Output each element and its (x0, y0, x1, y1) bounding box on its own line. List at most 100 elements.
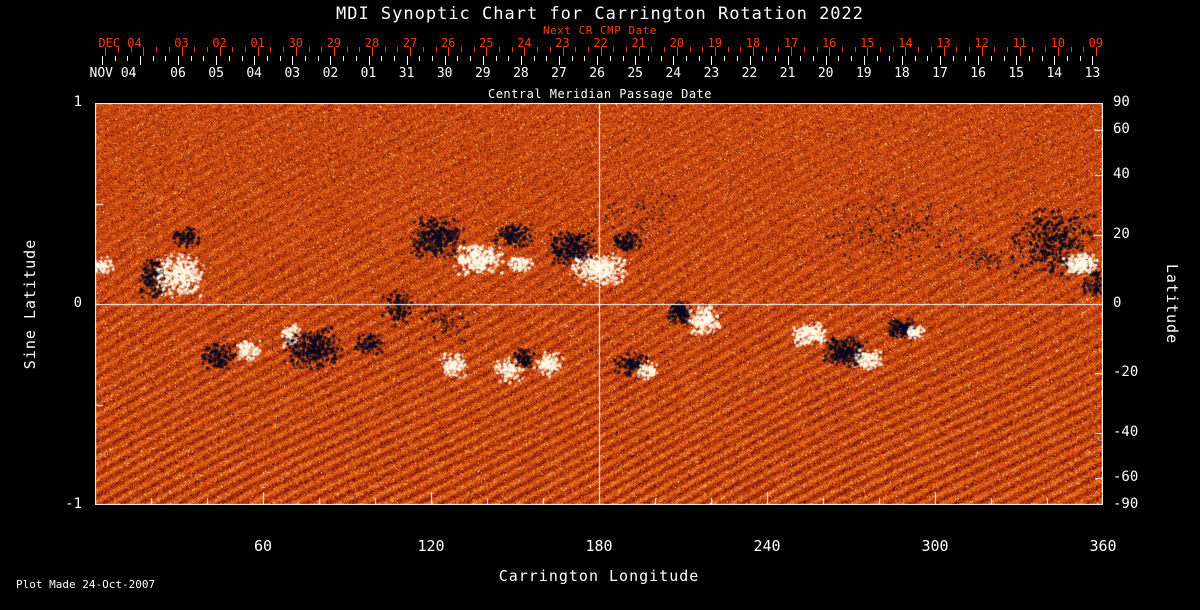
next-cr-tick (410, 47, 411, 56)
cmp-tick (762, 56, 763, 61)
next-cr-tick (817, 47, 818, 52)
x-axis-label: Carrington Longitude (95, 567, 1103, 585)
cmp-tick (851, 56, 852, 61)
right-tick-labels: 90 60 40 20 0 -20 -40 -60 -90 (1113, 0, 1173, 610)
next-cr-tick (461, 47, 462, 52)
next-cr-tick (893, 47, 894, 52)
cmp-tick (521, 56, 522, 65)
next-cr-tick (423, 47, 424, 52)
cmp-tick (813, 56, 814, 61)
next-cr-tick (791, 47, 792, 56)
cmp-date-day: 24 (665, 66, 681, 81)
cmp-tick (203, 56, 204, 61)
cmp-tick (711, 56, 712, 65)
next-cr-tick (1096, 47, 1097, 56)
cmp-tick (216, 56, 217, 65)
cmp-tick (242, 56, 243, 61)
plot-area (95, 103, 1103, 505)
longitude-tick-label: 180 (585, 537, 612, 555)
next-cr-tick (207, 47, 208, 52)
cmp-tick (800, 56, 801, 61)
cmp-tick (153, 56, 154, 61)
cmp-tick (673, 56, 674, 65)
cmp-tick (140, 56, 141, 65)
latitude-tick-label: 40 (1113, 166, 1130, 182)
cmp-tick (559, 56, 560, 65)
cmp-tick (915, 56, 916, 61)
next-cr-tick (715, 47, 716, 56)
cmp-tick (965, 56, 966, 61)
cmp-tick (902, 56, 903, 65)
latitude-tick-label: 0 (1113, 295, 1121, 311)
next-cr-tick (334, 47, 335, 56)
next-cr-tick (690, 47, 691, 52)
longitude-tick-label: 360 (1089, 537, 1116, 555)
next-cr-tick (1071, 47, 1072, 52)
next-cr-tick (1045, 47, 1046, 52)
next-cr-tick (220, 47, 221, 56)
next-cr-tick (448, 47, 449, 56)
next-cr-tick (880, 47, 881, 52)
next-cr-tick (550, 47, 551, 52)
y-axis-label-left: Sine Latitude (21, 239, 39, 369)
next-cr-tick (436, 47, 437, 52)
next-cr-tick (956, 47, 957, 52)
cmp-tick (508, 56, 509, 61)
latitude-tick-label: 20 (1113, 226, 1130, 242)
next-cr-tick (321, 47, 322, 52)
cmp-tick (343, 56, 344, 61)
next-cr-tick (245, 47, 246, 52)
next-cr-tick (563, 47, 564, 56)
latitude-tick-label: 60 (1113, 121, 1130, 137)
cmp-tick (584, 56, 585, 61)
longitude-tick-label: 120 (417, 537, 444, 555)
latitude-tick-label: -20 (1113, 364, 1138, 380)
cmp-tick (419, 56, 420, 61)
cmp-tick (1092, 56, 1093, 65)
cmp-tick (877, 56, 878, 61)
next-cr-tick (626, 47, 627, 52)
next-cr-tick (524, 47, 525, 56)
next-cr-tick (296, 47, 297, 56)
cmp-tick (661, 56, 662, 61)
cmp-tick (724, 56, 725, 61)
cmp-date-day: 15 (1008, 66, 1024, 81)
cmp-tick (457, 56, 458, 61)
cmp-date-day: 23 (704, 66, 720, 81)
cmp-tick (991, 56, 992, 61)
cmp-tick (127, 56, 128, 61)
cmp-axis-label: Central Meridian Passage Date (0, 87, 1200, 101)
cmp-tick (1004, 56, 1005, 61)
next-cr-tick (664, 47, 665, 52)
cmp-date-ticks (0, 56, 1200, 66)
next-cr-tick (944, 47, 945, 56)
cmp-date-day: 18 (894, 66, 910, 81)
cmp-tick (546, 56, 547, 61)
next-cr-tick (105, 47, 106, 56)
cmp-tick (775, 56, 776, 61)
cmp-date-day: 16 (970, 66, 986, 81)
cmp-tick (610, 56, 611, 61)
cmp-date-day: 03 (284, 66, 300, 81)
cmp-date-day: 22 (742, 66, 758, 81)
next-cr-tick (156, 47, 157, 52)
next-cr-tick (639, 47, 640, 56)
sine-latitude-tick-label: 0 (74, 295, 82, 311)
cmp-tick (254, 56, 255, 65)
next-cr-tick (931, 47, 932, 52)
cmp-date-day: 27 (551, 66, 567, 81)
cmp-date-day: 04 (246, 66, 262, 81)
next-cr-tick (232, 47, 233, 52)
next-cr-tick (169, 47, 170, 52)
cmp-tick (229, 56, 230, 61)
cmp-tick (826, 56, 827, 65)
mdi-synoptic-chart: MDI Synoptic Chart for Carrington Rotati… (0, 0, 1200, 610)
cmp-tick (750, 56, 751, 65)
next-cr-tick (905, 47, 906, 56)
magnetogram-canvas (95, 103, 1103, 505)
cmp-date-day: 25 (627, 66, 643, 81)
cmp-tick (978, 56, 979, 65)
next-cr-tick (118, 47, 119, 52)
next-cr-tick (194, 47, 195, 52)
next-cr-tick (740, 47, 741, 52)
